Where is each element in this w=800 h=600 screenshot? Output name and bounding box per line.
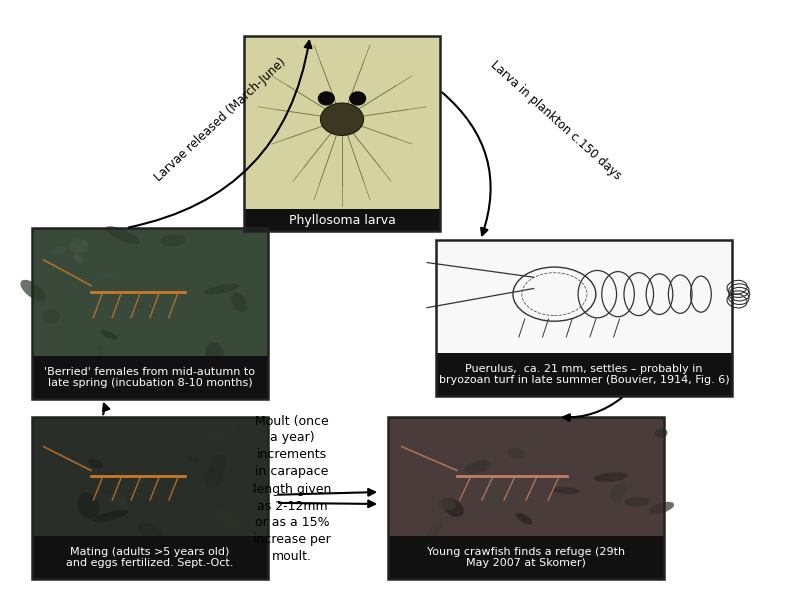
Ellipse shape (437, 498, 456, 510)
Text: Young crawfish finds a refuge (29th
May 2007 at Skomer): Young crawfish finds a refuge (29th May … (427, 547, 625, 568)
Ellipse shape (74, 254, 84, 263)
Text: Puerulus,  ca. 21 mm, settles – probably in
bryozoan turf in late summer (Bouvie: Puerulus, ca. 21 mm, settles – probably … (438, 364, 730, 385)
Ellipse shape (42, 310, 60, 324)
Ellipse shape (551, 487, 580, 494)
Bar (32, 228, 268, 399)
Bar (436, 353, 732, 396)
Ellipse shape (650, 502, 674, 514)
Ellipse shape (161, 235, 186, 247)
Ellipse shape (204, 283, 240, 295)
Bar (244, 36, 440, 231)
Ellipse shape (78, 493, 99, 518)
Ellipse shape (100, 330, 118, 340)
Ellipse shape (204, 467, 224, 488)
Ellipse shape (610, 484, 626, 501)
Ellipse shape (111, 466, 131, 483)
Bar (388, 536, 664, 579)
Bar (32, 417, 268, 536)
Text: Moult (once
a year)
increments
in carapace
length given
as 2-12mm
or as a 15%
in: Moult (once a year) increments in carapa… (253, 415, 331, 563)
Ellipse shape (70, 239, 88, 253)
Ellipse shape (20, 280, 46, 301)
Bar (32, 356, 268, 399)
Bar (244, 209, 440, 231)
Ellipse shape (209, 455, 226, 476)
Ellipse shape (153, 422, 189, 437)
Ellipse shape (464, 460, 490, 474)
Ellipse shape (115, 492, 128, 510)
Ellipse shape (98, 271, 115, 278)
Ellipse shape (205, 343, 223, 364)
Bar (32, 536, 268, 579)
Ellipse shape (202, 430, 232, 440)
Ellipse shape (99, 483, 115, 495)
Ellipse shape (138, 523, 163, 540)
Ellipse shape (50, 246, 67, 254)
Ellipse shape (594, 472, 628, 482)
Bar (32, 228, 268, 356)
Ellipse shape (507, 448, 525, 459)
Ellipse shape (106, 226, 140, 244)
Text: Larva in plankton c.150 days: Larva in plankton c.150 days (488, 58, 624, 182)
Ellipse shape (424, 522, 442, 544)
Ellipse shape (88, 459, 103, 469)
Bar (388, 417, 664, 579)
Text: Mating (adults >5 years old)
and eggs fertilized. Sept.-Oct.: Mating (adults >5 years old) and eggs fe… (66, 547, 234, 568)
Circle shape (321, 103, 363, 136)
Ellipse shape (350, 92, 366, 105)
Bar (436, 240, 732, 353)
Ellipse shape (231, 293, 247, 313)
Ellipse shape (318, 92, 334, 105)
Ellipse shape (516, 512, 533, 525)
Ellipse shape (214, 509, 240, 526)
Ellipse shape (127, 291, 146, 310)
Text: 'Berried' females from mid-autumn to
late spring (incubation 8-10 months): 'Berried' females from mid-autumn to lat… (45, 367, 255, 388)
Ellipse shape (442, 498, 464, 517)
Ellipse shape (655, 428, 667, 438)
Ellipse shape (515, 436, 546, 453)
Text: Larvae released (March-June): Larvae released (March-June) (152, 56, 288, 184)
Ellipse shape (103, 469, 116, 481)
Bar (244, 36, 440, 209)
Ellipse shape (234, 424, 251, 439)
Ellipse shape (473, 460, 488, 471)
Text: Phyllosoma larva: Phyllosoma larva (289, 214, 395, 227)
Ellipse shape (483, 479, 506, 508)
Ellipse shape (98, 346, 108, 359)
Ellipse shape (186, 454, 199, 463)
Bar (436, 240, 732, 396)
Ellipse shape (242, 256, 255, 274)
Ellipse shape (624, 497, 650, 506)
Ellipse shape (93, 510, 128, 522)
Bar (32, 417, 268, 579)
Bar (388, 417, 664, 536)
